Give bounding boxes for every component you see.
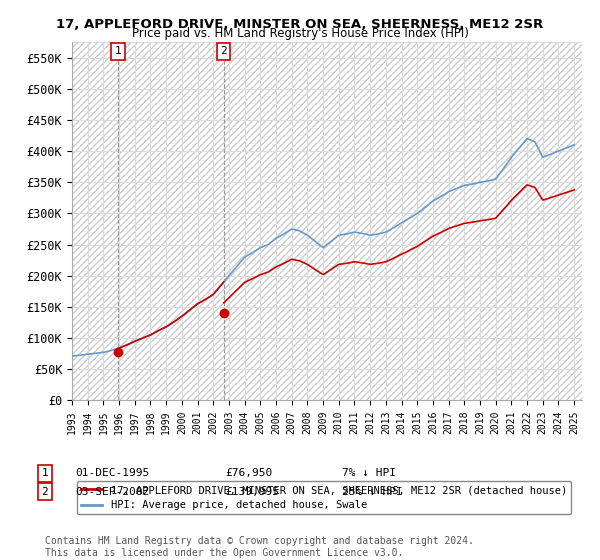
- Text: 2: 2: [220, 46, 227, 57]
- Text: 03-SEP-2002: 03-SEP-2002: [75, 487, 149, 497]
- Text: Contains HM Land Registry data © Crown copyright and database right 2024.
This d: Contains HM Land Registry data © Crown c…: [45, 536, 474, 558]
- Text: 7% ↓ HPI: 7% ↓ HPI: [342, 468, 396, 478]
- Text: Price paid vs. HM Land Registry's House Price Index (HPI): Price paid vs. HM Land Registry's House …: [131, 27, 469, 40]
- Text: 1: 1: [41, 468, 49, 478]
- Legend: 17, APPLEFORD DRIVE, MINSTER ON SEA, SHEERNESS, ME12 2SR (detached house), HPI: : 17, APPLEFORD DRIVE, MINSTER ON SEA, SHE…: [77, 481, 571, 515]
- Text: 25% ↓ HPI: 25% ↓ HPI: [342, 487, 403, 497]
- Text: 17, APPLEFORD DRIVE, MINSTER ON SEA, SHEERNESS, ME12 2SR: 17, APPLEFORD DRIVE, MINSTER ON SEA, SHE…: [56, 18, 544, 31]
- Text: 2: 2: [41, 487, 49, 497]
- Text: £76,950: £76,950: [225, 468, 272, 478]
- Text: £139,995: £139,995: [225, 487, 279, 497]
- Text: 1: 1: [115, 46, 121, 57]
- Text: 01-DEC-1995: 01-DEC-1995: [75, 468, 149, 478]
